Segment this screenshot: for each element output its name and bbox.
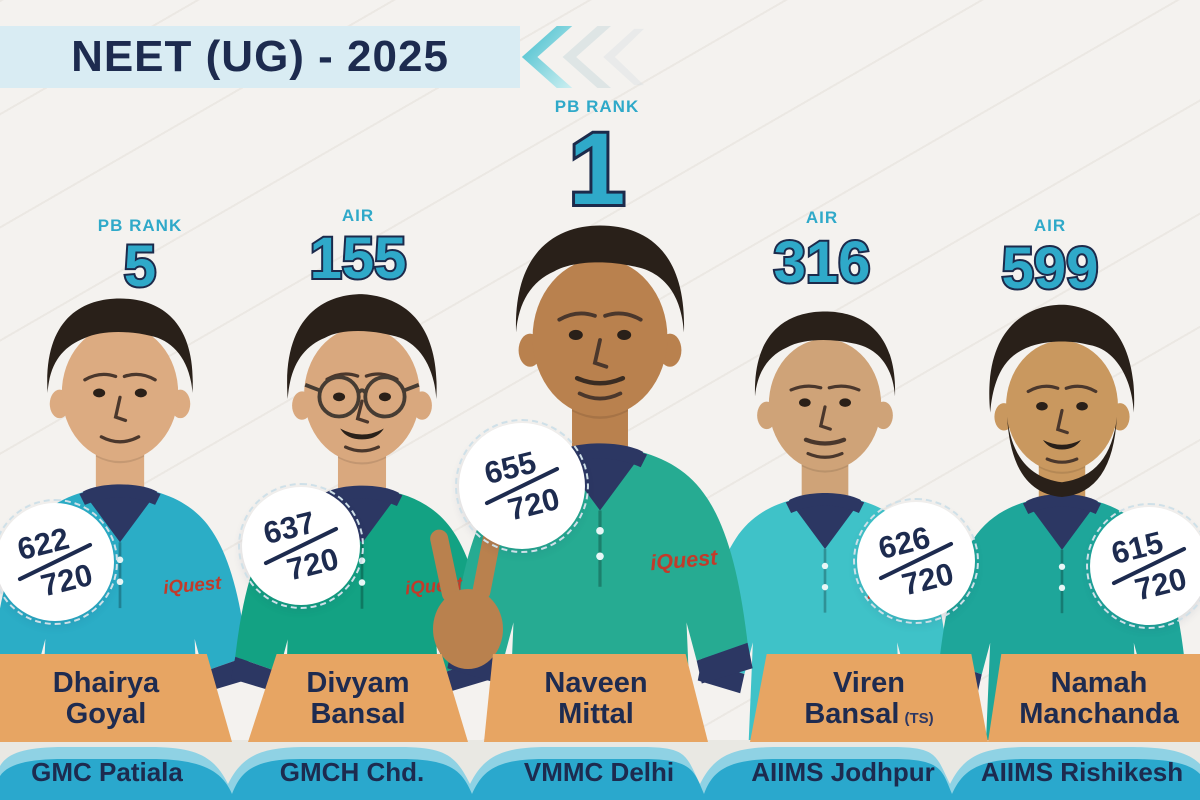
score-badge: 615 720 [1086, 503, 1200, 629]
name-plaque: Divyam Bansal [248, 654, 468, 742]
title-band: NEET (UG) - 2025 [0, 26, 520, 88]
student-last-name: Bansal [804, 698, 900, 730]
score-badge: 655 720 [455, 419, 589, 553]
student-first-name: Viren [832, 667, 905, 700]
rank-value: 5 [122, 234, 158, 299]
student-last-name: Goyal [65, 698, 147, 730]
student-first-name: Divyam [306, 667, 410, 700]
page-title: NEET (UG) - 2025 [71, 32, 449, 81]
college-label: GMCH Chd. [279, 757, 425, 787]
iquest-logo-text: iQuest [162, 572, 222, 598]
student-first-name: Naveen [544, 667, 648, 700]
rank-value: 316 [772, 230, 873, 295]
rank-label: PB RANK [554, 97, 640, 116]
name-plaque: Dhairya Goyal [0, 654, 232, 742]
score-badge: 637 720 [238, 483, 364, 609]
rank-value: 1 [566, 112, 629, 226]
score-badge: 626 720 [853, 498, 979, 624]
iquest-logo-text: iQuest [649, 544, 719, 575]
name-plaque: Viren Bansal (TS) [750, 654, 988, 742]
rank-label: PB RANK [97, 216, 183, 235]
rank-label: AIR [341, 206, 375, 225]
chevrons-icon [521, 26, 644, 88]
rank-label: AIR [805, 208, 839, 227]
college-label: AIIMS Rishikesh [980, 757, 1184, 787]
wave-decoration [0, 747, 1200, 800]
name-plaque: Naveen Mittal [484, 654, 708, 742]
student-first-name: Dhairya [52, 667, 160, 700]
student-name-suffix: (TS) [904, 710, 934, 727]
glasses-icon [304, 375, 420, 419]
name-plaque: Namah Manchanda [988, 654, 1200, 742]
college-label: VMMC Delhi [523, 757, 675, 787]
college-label: AIIMS Jodhpur [751, 757, 935, 787]
student-first-name: Namah [1050, 667, 1148, 700]
student-last-name: Manchanda [1019, 698, 1179, 730]
score-badge: 622 720 [0, 499, 118, 625]
rank-label: AIR [1033, 216, 1067, 235]
rank-value: 599 [1000, 236, 1101, 301]
student-last-name: Bansal [310, 698, 406, 730]
college-label: GMC Patiala [31, 757, 183, 787]
rank-value: 155 [308, 226, 409, 291]
student-last-name: Mittal [558, 698, 634, 730]
